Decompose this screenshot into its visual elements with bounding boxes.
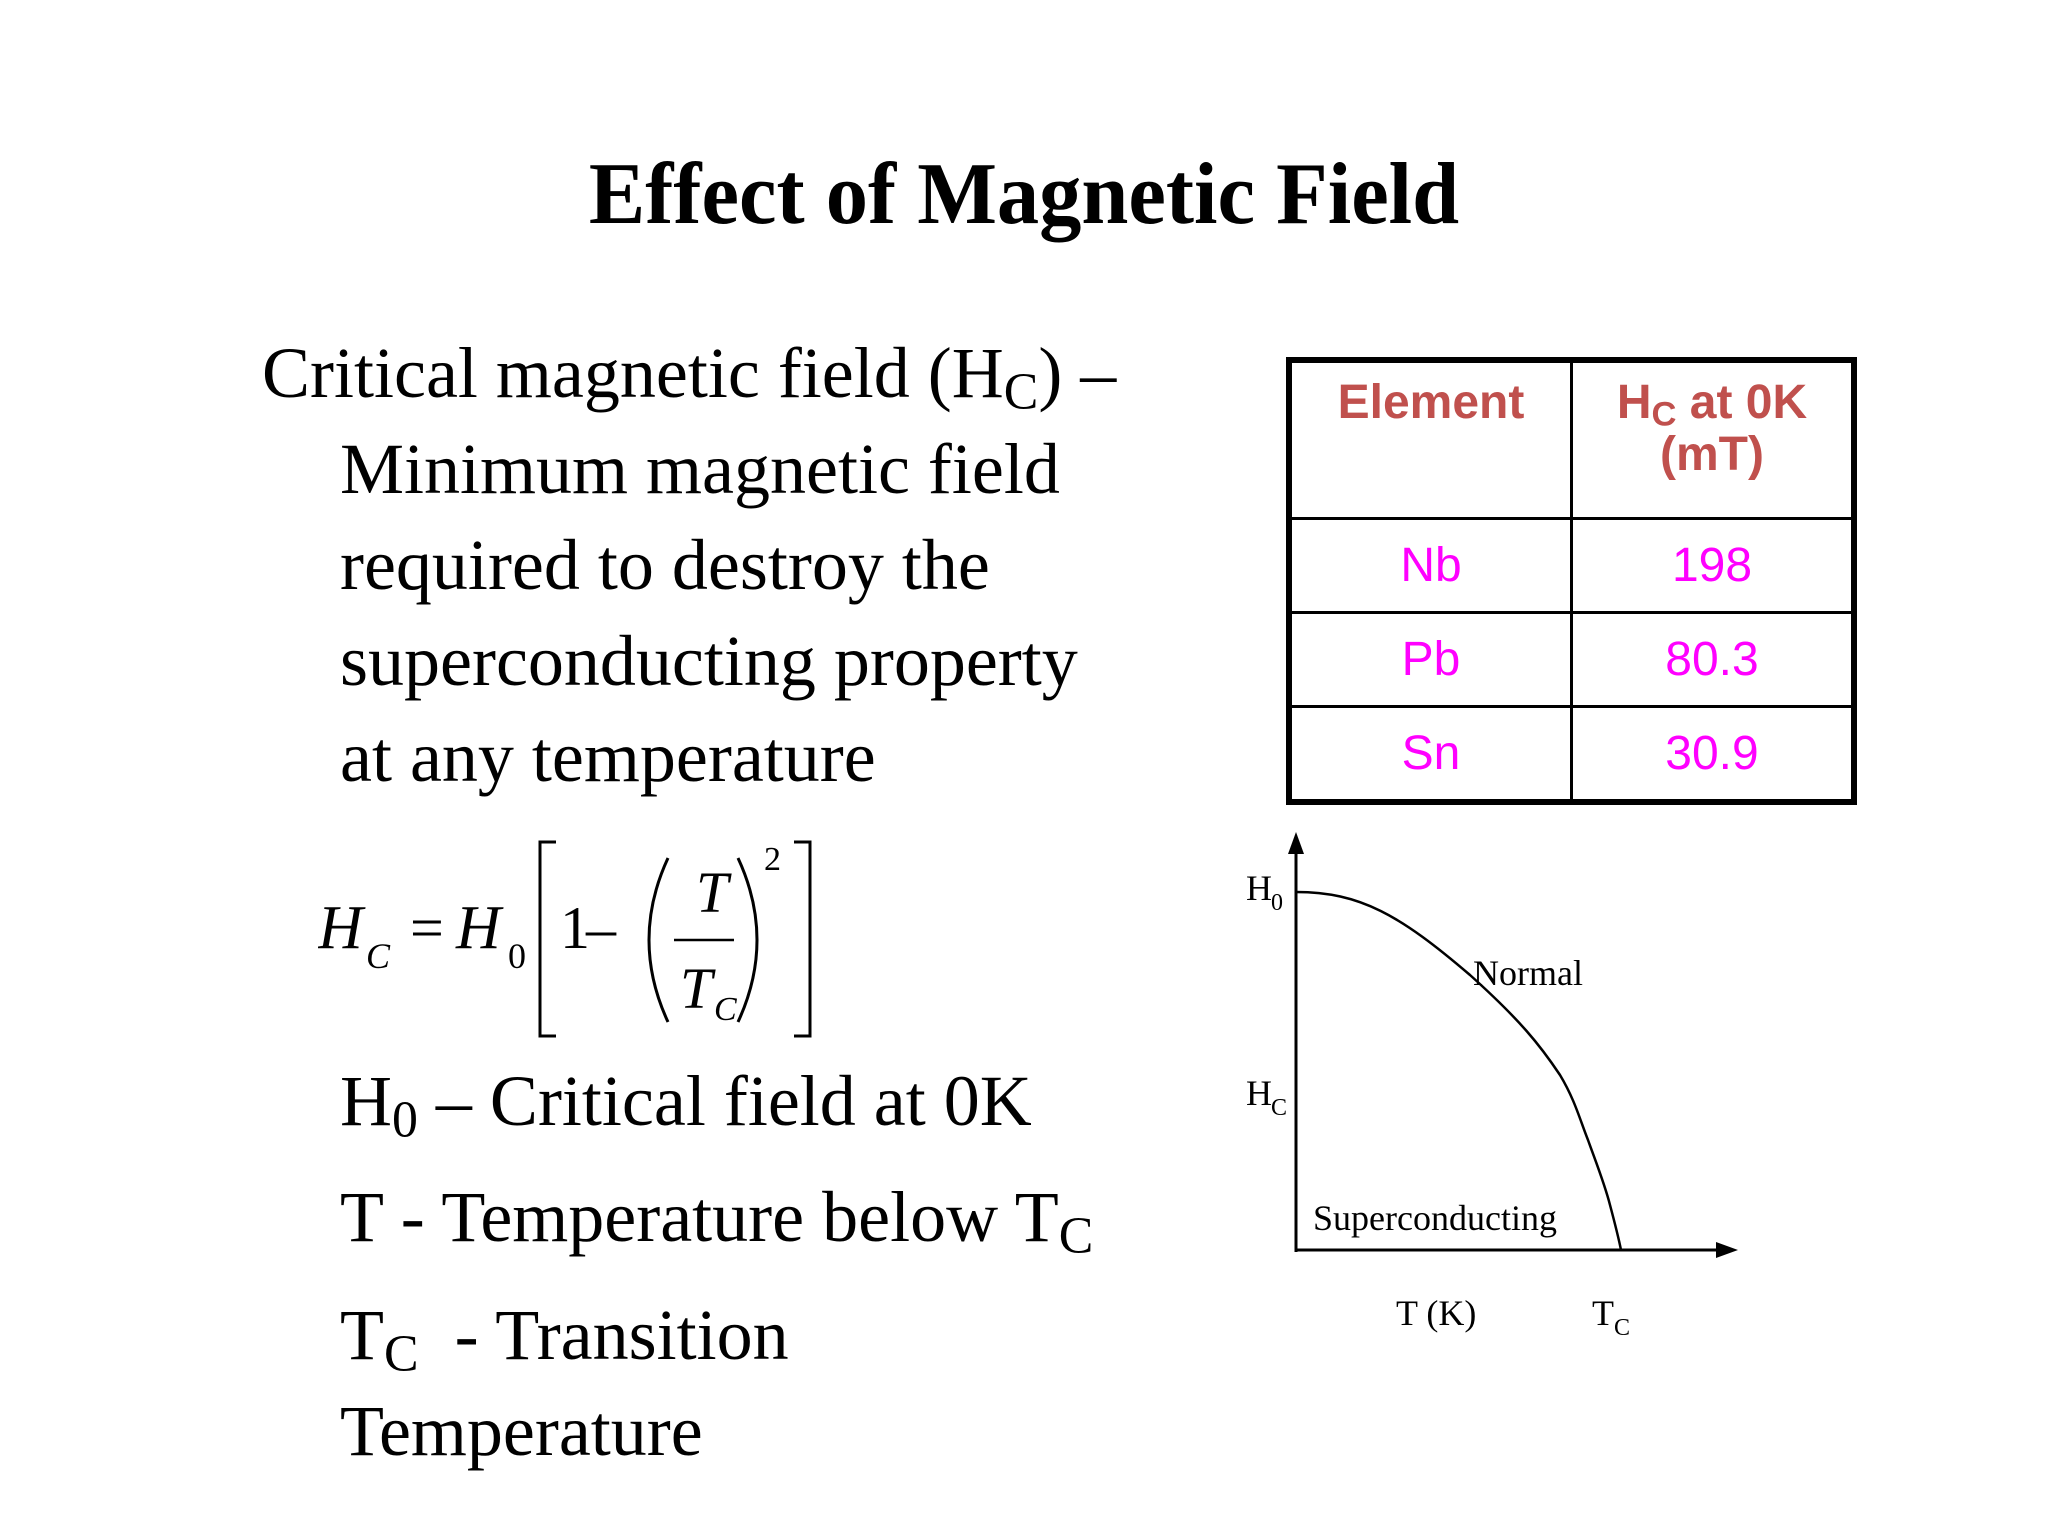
label-h0-sub: 0	[1271, 890, 1283, 916]
header-hc-unit: (mT)	[1660, 428, 1764, 481]
legend-symbol: T	[340, 1177, 383, 1257]
left-paren-icon	[647, 857, 670, 1023]
right-paren-icon	[736, 857, 759, 1023]
formula-exponent: 2	[764, 841, 781, 878]
legend-text: – Critical field at 0K	[417, 1061, 1032, 1141]
legend-item-h0: H0 – Critical field at 0K	[340, 1060, 1032, 1146]
critical-field-formula: H C = H 0 1 – T T C 2	[317, 830, 858, 1050]
label-tc: T	[1592, 1293, 1614, 1333]
definition-line: required to destroy the	[340, 525, 990, 605]
formula-numerator: T	[696, 860, 732, 925]
definition-line: Minimum magnetic field	[340, 429, 1060, 509]
formula-h0-sub: 0	[508, 936, 526, 976]
cell-hc: 198	[1570, 517, 1856, 614]
legend-sub: C	[1058, 1207, 1094, 1265]
legend-sub: 0	[392, 1091, 418, 1149]
phase-diagram: H 0 H C Normal Superconducting T (K) T C	[1230, 820, 1900, 1440]
header-hc-symbol: H	[1616, 376, 1652, 429]
label-h0: H	[1246, 868, 1272, 908]
label-normal: Normal	[1473, 953, 1583, 993]
legend-item-continuation: Temperature	[340, 1391, 703, 1471]
formula-equals: =	[410, 895, 444, 961]
label-hc-sub: C	[1271, 1095, 1287, 1121]
legend-item-t: T - Temperature below TC	[340, 1176, 1093, 1262]
cell-hc: 30.9	[1570, 705, 1856, 804]
formula-hc-sub: C	[366, 936, 391, 976]
cell-element: Sn	[1287, 705, 1573, 804]
definition-line: superconducting property	[340, 621, 1078, 701]
label-hc: H	[1246, 1073, 1272, 1113]
right-bracket-icon	[794, 840, 812, 1038]
definition-line: at any temperature	[340, 717, 876, 797]
x-axis-label: T (K)	[1396, 1293, 1476, 1333]
table-header-row: Element HC at 0K (mT)	[1287, 358, 1856, 520]
legend-sub: C	[383, 1325, 419, 1383]
left-bracket-icon	[538, 840, 556, 1038]
x-axis-arrow-icon	[1716, 1242, 1738, 1258]
legend-item-tc: TC - Transition	[340, 1294, 789, 1380]
header-hc-sub: C	[1651, 395, 1677, 434]
critical-field-table: Element HC at 0K (mT) Nb 198 Pb 80.3 Sn 3…	[1286, 357, 1857, 805]
header-element: Element	[1287, 358, 1573, 520]
table-row: Sn 30.9	[1287, 705, 1856, 804]
label-tc-sub: C	[1614, 1315, 1630, 1341]
formula-one: 1	[560, 895, 590, 961]
legend-text: - Temperature below T	[382, 1177, 1059, 1257]
cell-element: Nb	[1287, 517, 1573, 614]
y-axis-arrow-icon	[1288, 832, 1304, 854]
formula-hc: H	[318, 894, 366, 962]
definition-block: Critical magnetic field (HC) – Minimum m…	[262, 325, 1116, 805]
definition-term: Critical magnetic field (HC) –	[262, 325, 1116, 421]
cell-hc: 80.3	[1570, 611, 1856, 708]
term-subscript: C	[1003, 363, 1039, 421]
slide-title: Effect of Magnetic Field	[588, 146, 1460, 243]
formula-denominator: T	[680, 956, 716, 1021]
term-suffix: ) –	[1038, 333, 1117, 413]
label-superconducting: Superconducting	[1313, 1198, 1557, 1238]
critical-field-curve	[1295, 890, 1623, 1251]
table-row: Pb 80.3	[1287, 611, 1856, 708]
header-hc: HC at 0K (mT)	[1570, 358, 1856, 520]
table-row: Nb 198	[1287, 517, 1856, 614]
legend-symbol: T	[340, 1295, 384, 1375]
legend-symbol: H	[340, 1061, 392, 1141]
term-prefix: Critical magnetic field (H	[262, 333, 1004, 413]
legend-text: - Transition	[418, 1295, 789, 1375]
cell-element: Pb	[1287, 611, 1573, 708]
formula-denominator-sub: C	[714, 991, 737, 1028]
formula-h0: H	[455, 894, 504, 962]
header-hc-suffix: at 0K	[1676, 376, 1808, 429]
formula-minus: –	[585, 895, 617, 961]
